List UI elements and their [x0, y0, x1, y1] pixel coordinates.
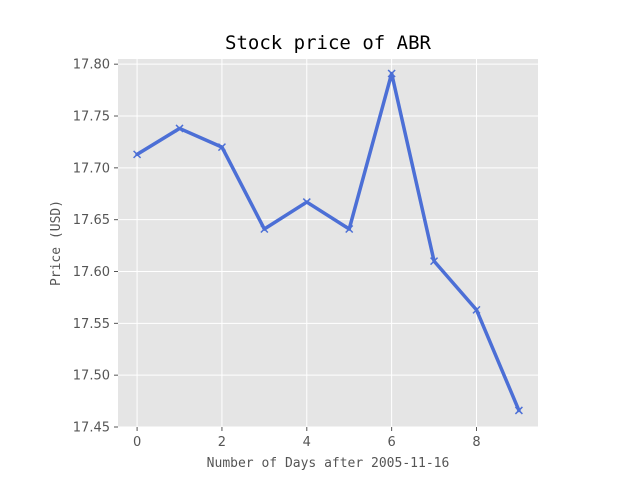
data-point-marker [217, 143, 226, 152]
x-tick-label: 6 [387, 435, 395, 450]
y-tick-label: 17.65 [73, 213, 110, 228]
y-axis-label: Price (USD) [49, 200, 64, 286]
x-tick-label: 8 [472, 435, 480, 450]
data-point-marker [387, 69, 396, 78]
data-point-marker [302, 198, 311, 207]
data-point-marker [260, 224, 269, 234]
x-tick-label: 2 [218, 435, 226, 450]
grid-lines [118, 59, 538, 428]
plot-area [118, 59, 538, 427]
data-point-marker [175, 124, 184, 133]
y-tick-label: 17.50 [73, 369, 110, 384]
data-point-marker [472, 305, 481, 314]
x-axis-label: Number of Days after 2005-11-16 [207, 456, 450, 471]
chart-title: Stock price of ABR [225, 32, 431, 54]
x-axis-ticks: 0 2 4 6 8 [133, 427, 481, 450]
data-point-marker [514, 406, 523, 415]
series-line [135, 71, 521, 413]
data-point-marker [133, 150, 142, 159]
y-axis-ticks: 17.45 17.50 17.55 17.60 17.65 17.70 17.75 17.80 [73, 58, 118, 436]
y-tick-label: 17.60 [73, 265, 110, 280]
y-tick-label: 17.75 [73, 110, 110, 125]
x-tick-label: 0 [133, 435, 141, 450]
y-tick-label: 17.55 [73, 317, 110, 332]
x-tick-label: 4 [303, 435, 311, 450]
series-markers [133, 69, 523, 415]
y-tick-label: 17.45 [73, 421, 110, 436]
y-tick-label: 17.70 [73, 161, 110, 176]
data-point-marker [430, 257, 439, 266]
y-tick-label: 17.80 [73, 58, 110, 73]
data-point-marker [345, 224, 354, 234]
